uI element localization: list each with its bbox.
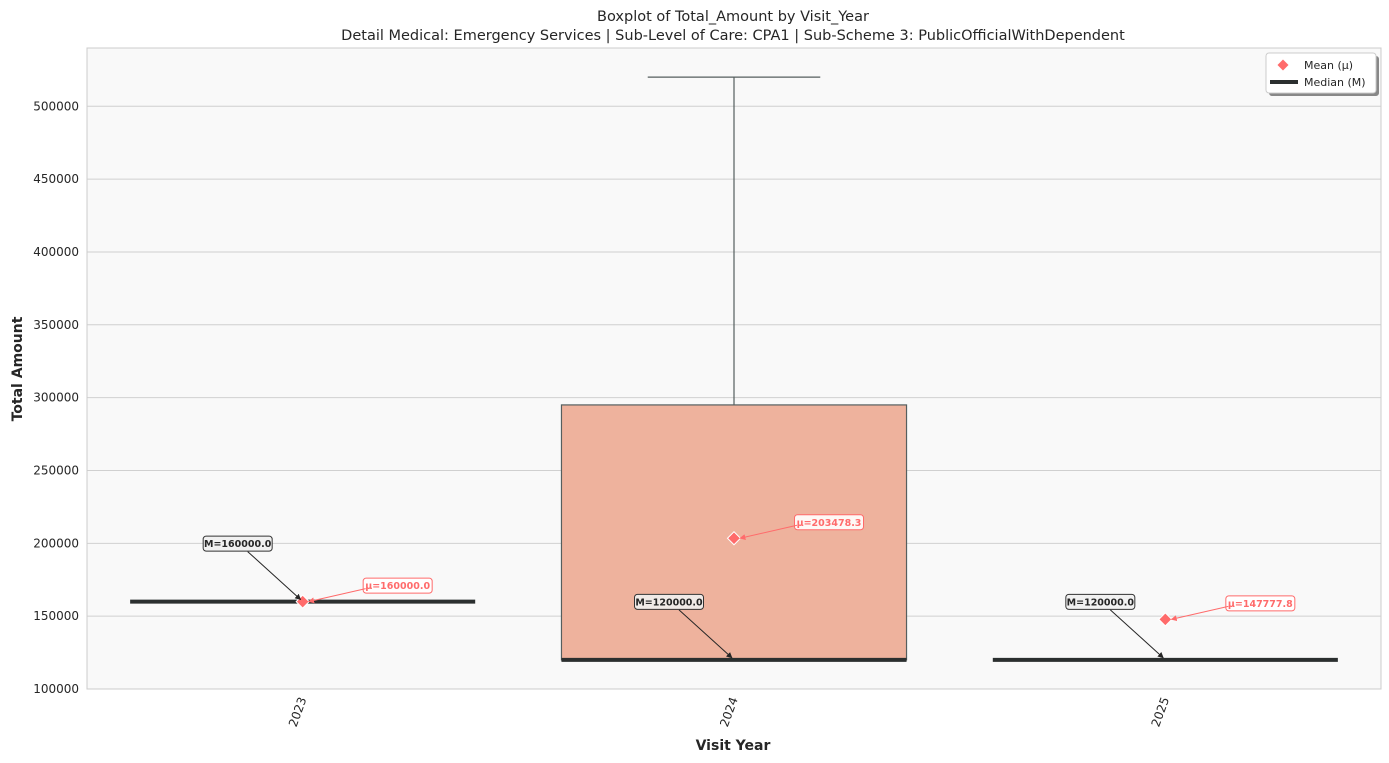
median-arrow-2025 [1109,609,1164,659]
legend-mean-label: Mean (μ) [1304,59,1353,72]
median-arrow-2024 [678,609,733,659]
mean-label-2023-box [362,577,433,594]
x-tick-label: 2024 [717,695,741,728]
median-arrow-2023 [247,551,302,600]
chart-title: Boxplot of Total_Amount by Visit_Year [597,9,869,25]
median-label-2025-box [1065,593,1136,610]
mean-marker-2024 [726,531,742,546]
mean-label-2024: μ=203478.3 [797,518,862,529]
mean-arrow-2024 [739,524,798,540]
median-label-2023: M=160000.0 [204,539,272,550]
y-axis-label: Total Amount [10,316,26,421]
x-tick-label: 2023 [286,695,310,728]
y-tick-label: 450000 [33,172,79,186]
legend-mean-marker [1277,59,1289,71]
y-tick-label: 500000 [33,99,79,113]
y-tick-label: 250000 [33,463,79,477]
y-tick-label: 150000 [33,609,79,623]
x-axis-label: Visit Year [696,738,771,754]
x-tick-label: 2025 [1149,695,1173,728]
median-label-2023-box [202,535,273,552]
y-tick-label: 200000 [33,536,79,550]
y-tick-label: 350000 [33,318,79,332]
mean-label-2023: μ=160000.0 [365,581,430,592]
y-tick-label: 400000 [33,245,79,259]
median-label-2024-box [634,593,704,610]
mean-label-2024-box [794,514,864,531]
plot-area: 100000 150000 200000 250000 300000 350000 4000… [33,47,1382,729]
y-tick-label: 100000 [33,682,79,696]
mean-arrow-2023 [308,588,366,604]
mean-marker-2025 [1158,612,1173,627]
median-label-2024: M=120000.0 [635,597,703,608]
mean-label-2025-box [1225,595,1296,612]
median-label-2025: M=120000.0 [1067,597,1135,608]
legend-median-label: Median (M) [1304,76,1366,89]
mean-arrow-2025 [1170,605,1229,622]
plot-frame [86,47,1382,690]
chart-subtitle: Detail Medical: Emergency Services | Sub… [341,28,1125,44]
mean-label-2025: μ=147777.8 [1228,599,1293,610]
y-tick-label: 300000 [33,391,79,405]
